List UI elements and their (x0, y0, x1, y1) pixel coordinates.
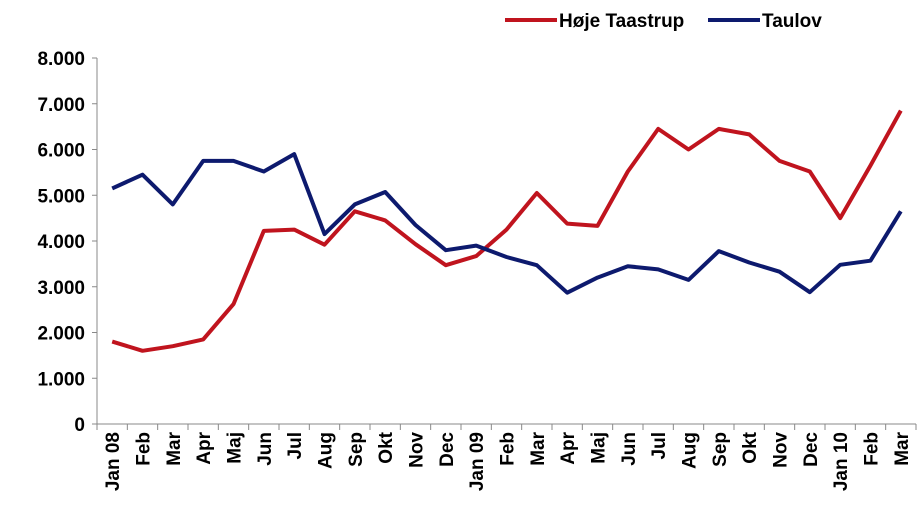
x-tick-label: Maj (589, 432, 610, 464)
y-tick-label: 6.000 (37, 141, 85, 162)
x-tick-label: Mar (528, 431, 549, 465)
x-tick-label: Nov (771, 432, 792, 468)
x-tick-label: Dec (437, 432, 458, 467)
x-tick-label: Mar (164, 431, 185, 465)
x-tick-label: Okt (376, 431, 397, 463)
x-tick-label: Jan 10 (831, 432, 852, 491)
y-tick-label: 5.000 (37, 186, 85, 207)
x-tick-label: Jul (649, 432, 670, 459)
y-tick-label: 1.000 (37, 369, 85, 390)
line-series (111, 152, 903, 295)
y-tick-label: 0 (74, 415, 85, 436)
x-tick-label: Sep (710, 432, 731, 467)
x-tick-label: Apr (194, 431, 215, 464)
x-tick-label: Feb (498, 432, 519, 466)
y-tick-label: 7.000 (37, 95, 85, 116)
x-tick-label: Okt (740, 431, 761, 463)
y-tick-label: 8.000 (37, 49, 85, 70)
x-tick-label: Jul (285, 432, 306, 459)
line-series (111, 109, 903, 353)
x-tick-label: Jun (255, 432, 276, 466)
x-tick-label: Sep (346, 432, 367, 467)
x-tick-label: Nov (407, 432, 428, 468)
x-tick-label: Feb (134, 432, 155, 466)
x-tick-label: Jun (619, 432, 640, 466)
legend-label: Høje Taastrup (559, 11, 684, 32)
x-tick-label: Mar (892, 431, 913, 465)
y-tick-label: 3.000 (37, 278, 85, 299)
x-tick-label: Jan 09 (467, 432, 488, 491)
x-tick-label: Feb (862, 432, 883, 466)
x-tick-label: Aug (316, 432, 337, 469)
x-tick-label: Apr (558, 431, 579, 464)
x-tick-label: Jan 08 (103, 432, 124, 491)
x-tick-label: Maj (225, 432, 246, 464)
y-tick-label: 4.000 (37, 232, 85, 253)
x-tick-label: Aug (680, 432, 701, 469)
y-tick-label: 2.000 (37, 324, 85, 345)
legend-label: Taulov (762, 11, 822, 32)
x-tick-label: Dec (801, 432, 822, 467)
